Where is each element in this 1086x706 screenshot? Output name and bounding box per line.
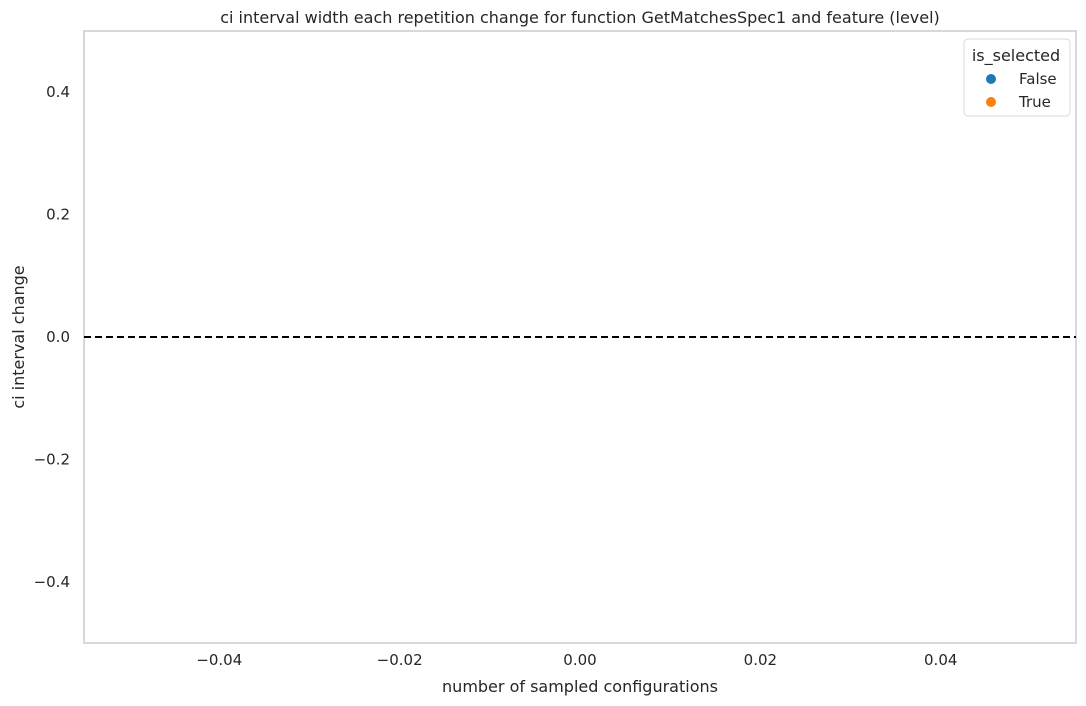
legend-marker-false [986, 74, 996, 84]
x-tick-label: 0.00 [563, 651, 596, 669]
legend-frame [963, 38, 1071, 117]
y-tick-label: −0.2 [34, 450, 70, 468]
legend-label-true: True [1018, 93, 1051, 111]
chart-title: ci interval width each repetition change… [220, 8, 940, 27]
x-tick-label: −0.02 [377, 651, 423, 669]
y-tick-label: 0.4 [46, 83, 70, 101]
y-tick-label: 0.2 [46, 206, 70, 224]
y-tick-label: 0.0 [46, 328, 70, 346]
y-axis-ticks: 0.4 0.2 0.0 −0.2 −0.4 [34, 83, 70, 591]
x-axis-label: number of sampled configurations [442, 677, 718, 696]
legend-title: is_selected [972, 46, 1060, 66]
legend-label-false: False [1019, 70, 1057, 88]
x-tick-label: −0.04 [196, 651, 242, 669]
x-tick-label: 0.04 [924, 651, 957, 669]
x-tick-label: 0.02 [744, 651, 777, 669]
y-axis-label: ci interval change [9, 265, 28, 408]
legend: is_selected False True [963, 38, 1071, 117]
y-tick-label: −0.4 [34, 573, 70, 591]
legend-marker-true [986, 97, 996, 107]
x-axis-ticks: −0.04 −0.02 0.00 0.02 0.04 [196, 651, 957, 669]
